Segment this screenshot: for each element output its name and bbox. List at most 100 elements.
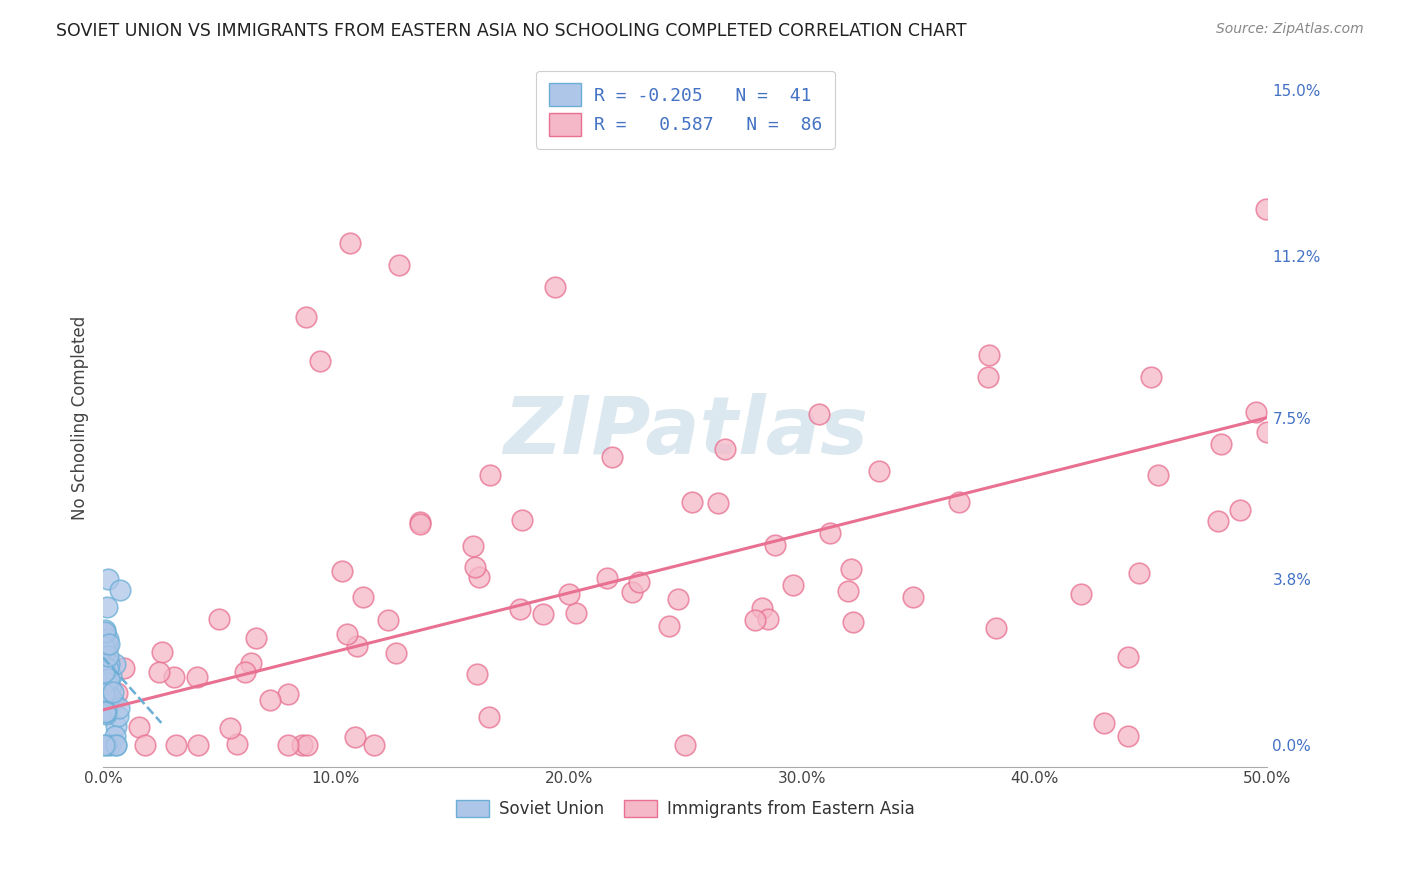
Point	[807, 407, 830, 421]
Point	[1140, 370, 1163, 384]
Point	[558, 587, 581, 601]
Point	[565, 606, 588, 620]
Point	[96, 738, 118, 752]
Point	[468, 570, 491, 584]
Point	[239, 657, 262, 671]
Point	[108, 701, 131, 715]
Text: SOVIET UNION VS IMMIGRANTS FROM EASTERN ASIA NO SCHOOLING COMPLETED CORRELATION : SOVIET UNION VS IMMIGRANTS FROM EASTERN …	[56, 22, 967, 40]
Point	[97, 648, 120, 663]
Point	[948, 495, 970, 509]
Point	[1254, 202, 1277, 216]
Point	[93, 683, 115, 698]
Point	[165, 738, 187, 752]
Point	[465, 667, 488, 681]
Point	[714, 442, 737, 456]
Point	[544, 279, 567, 293]
Point	[97, 657, 120, 671]
Point	[621, 585, 644, 599]
Point	[93, 658, 115, 673]
Point	[101, 694, 124, 708]
Point	[463, 539, 485, 553]
Point	[134, 738, 156, 752]
Point	[93, 640, 115, 654]
Point	[104, 730, 127, 744]
Point	[93, 665, 115, 679]
Point	[339, 235, 361, 250]
Point	[97, 690, 120, 704]
Point	[596, 571, 619, 585]
Point	[94, 706, 117, 720]
Point	[105, 719, 128, 733]
Point	[1256, 425, 1278, 439]
Point	[346, 639, 368, 653]
Point	[1116, 650, 1139, 665]
Point	[744, 613, 766, 627]
Point	[295, 310, 318, 325]
Point	[104, 738, 127, 752]
Point	[94, 705, 117, 719]
Point	[101, 685, 124, 699]
Point	[842, 615, 865, 630]
Point	[531, 607, 554, 622]
Point	[979, 348, 1001, 362]
Point	[388, 258, 411, 272]
Point	[343, 730, 366, 744]
Point	[93, 688, 115, 702]
Point	[510, 513, 533, 527]
Point	[97, 662, 120, 676]
Point	[478, 710, 501, 724]
Point	[105, 738, 128, 752]
Point	[96, 705, 118, 719]
Point	[259, 693, 281, 707]
Point	[96, 599, 118, 614]
Point	[208, 612, 231, 626]
Point	[1116, 729, 1139, 743]
Point	[600, 450, 623, 464]
Point	[363, 738, 385, 752]
Point	[245, 631, 267, 645]
Point	[1209, 437, 1232, 451]
Point	[977, 370, 1000, 384]
Point	[1147, 468, 1170, 483]
Point	[666, 592, 689, 607]
Point	[97, 572, 120, 586]
Text: Source: ZipAtlas.com: Source: ZipAtlas.com	[1216, 22, 1364, 37]
Point	[1206, 514, 1229, 528]
Point	[128, 720, 150, 734]
Point	[97, 636, 120, 650]
Point	[97, 632, 120, 647]
Point	[277, 738, 299, 752]
Point	[509, 601, 531, 615]
Point	[658, 619, 681, 633]
Point	[751, 601, 773, 615]
Point	[336, 627, 359, 641]
Point	[353, 590, 375, 604]
Text: ZIPatlas: ZIPatlas	[503, 392, 868, 470]
Point	[818, 526, 841, 541]
Point	[277, 687, 299, 701]
Point	[103, 657, 125, 672]
Point	[377, 613, 399, 627]
Point	[233, 665, 256, 679]
Point	[295, 738, 318, 752]
Point	[291, 738, 314, 752]
Point	[758, 612, 780, 626]
Point	[226, 737, 249, 751]
Point	[782, 578, 804, 592]
Point	[107, 708, 129, 723]
Point	[706, 496, 728, 510]
Point	[97, 672, 120, 686]
Point	[94, 707, 117, 722]
Point	[96, 684, 118, 698]
Point	[96, 676, 118, 690]
Point	[385, 646, 408, 660]
Point	[1229, 503, 1251, 517]
Point	[93, 625, 115, 640]
Point	[673, 738, 696, 752]
Point	[112, 661, 135, 675]
Point	[219, 722, 242, 736]
Point	[681, 495, 703, 509]
Point	[464, 559, 486, 574]
Point	[837, 584, 859, 599]
Point	[93, 695, 115, 709]
